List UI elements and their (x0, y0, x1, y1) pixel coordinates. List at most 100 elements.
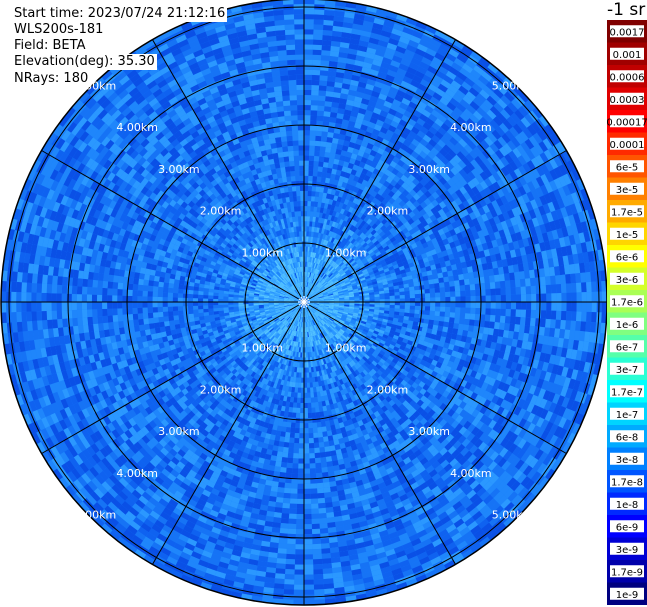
scan-cell (430, 428, 439, 437)
scan-cell (271, 527, 281, 534)
scan-cell (417, 322, 424, 328)
scan-cell (509, 323, 515, 332)
scan-cell (412, 418, 420, 426)
scan-cell (485, 302, 491, 309)
scan-cell (277, 553, 287, 559)
scan-cell (304, 402, 308, 409)
scan-cell (367, 317, 373, 322)
scan-cell (475, 411, 484, 421)
scan-cell (356, 347, 363, 353)
scan-cell (408, 316, 415, 322)
scan-cell (510, 508, 522, 520)
scan-cell (435, 302, 441, 307)
scan-cell (435, 334, 442, 341)
scan-cell (493, 364, 501, 373)
scan-cell (427, 444, 436, 453)
scan-cell (304, 423, 309, 429)
scan-cell (439, 336, 447, 343)
scan-cell (548, 372, 557, 384)
scan-cell (433, 354, 440, 362)
scan-cell (382, 334, 389, 339)
scan-cell (309, 302, 315, 304)
scan-cell (325, 322, 331, 327)
scan-cell (390, 327, 397, 332)
scan-cell (329, 332, 335, 337)
scan-cell (416, 406, 425, 415)
scan-cell (493, 491, 504, 502)
scan-cell (556, 302, 562, 311)
scan-cell (381, 355, 388, 362)
scan-cell (364, 367, 371, 374)
scan-cell (361, 330, 368, 336)
scan-cell (330, 324, 335, 330)
scan-cell (581, 311, 587, 322)
scan-cell (304, 468, 310, 474)
scan-cell (455, 406, 464, 415)
scan-cell (489, 515, 500, 527)
scan-cell (440, 363, 448, 371)
scan-cell (519, 348, 527, 357)
scan-cell (536, 343, 543, 353)
scan-cell (394, 386, 402, 394)
scan-cell (558, 375, 567, 387)
scan-cell (315, 467, 322, 474)
scan-cell (287, 457, 294, 464)
scan-cell (304, 453, 310, 459)
scan-cell (318, 512, 327, 519)
scan-cell (495, 523, 507, 535)
scan-cell (535, 310, 542, 319)
scan-cell (328, 332, 334, 338)
scan-cell (295, 544, 304, 550)
scan-cell (385, 358, 392, 365)
scan-cell (304, 407, 308, 414)
scan-cell (340, 327, 346, 332)
scan-cell (374, 372, 381, 379)
scan-cell (425, 332, 432, 339)
scan-cell (304, 529, 313, 535)
scan-cell (322, 436, 329, 443)
scan-cell (447, 360, 454, 368)
scan-cell (312, 543, 322, 550)
scan-cell (473, 325, 480, 333)
scan-cell (496, 481, 507, 492)
scan-cell (539, 352, 547, 362)
scan-cell (471, 417, 480, 427)
scan-cell (458, 456, 468, 466)
scan-cell (521, 302, 527, 310)
scan-cell (484, 361, 492, 370)
scan-cell (467, 414, 476, 424)
scan-cell (279, 436, 286, 443)
scan-cell (418, 318, 425, 324)
scan-cell (324, 315, 330, 319)
scan-cell (338, 322, 344, 327)
scan-cell (374, 327, 380, 333)
scan-cell (541, 361, 549, 372)
scan-cell (345, 337, 351, 343)
scan-cell (530, 404, 540, 415)
scan-cell (318, 507, 327, 514)
scan-cell (294, 569, 304, 575)
scan-cell (570, 311, 577, 322)
scan-cell (317, 432, 323, 438)
scan-cell (371, 374, 378, 381)
scan-cell (601, 312, 607, 324)
scan-cell (527, 422, 536, 434)
scan-cell (557, 337, 565, 348)
scan-cell (390, 376, 397, 384)
scan-cell (474, 460, 485, 471)
scan-cell (400, 363, 407, 370)
scan-cell (347, 334, 354, 340)
scan-cell (481, 333, 489, 341)
scan-cell (442, 450, 452, 460)
scan-cell (335, 333, 341, 339)
scan-cell (447, 408, 456, 418)
scan-cell (586, 311, 592, 323)
scan-cell (354, 356, 361, 363)
scan-cell (337, 331, 343, 336)
scan-cell (274, 466, 281, 473)
scan-cell (463, 412, 472, 421)
scan-cell (395, 351, 403, 358)
scan-cell (420, 395, 428, 403)
scan-cell (299, 433, 304, 439)
scan-cell (275, 461, 282, 468)
